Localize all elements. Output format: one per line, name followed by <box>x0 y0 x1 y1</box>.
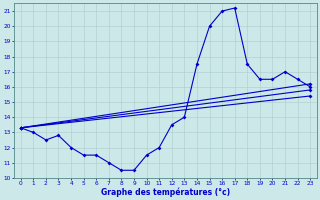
X-axis label: Graphe des températures (°c): Graphe des températures (°c) <box>101 187 230 197</box>
